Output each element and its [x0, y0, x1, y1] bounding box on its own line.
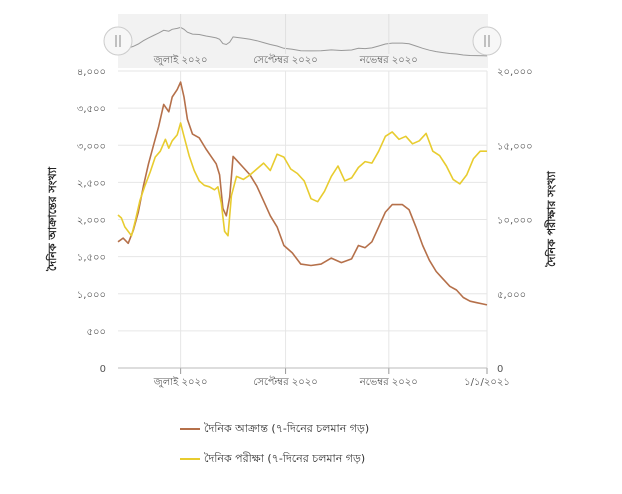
range-navigator[interactable]: জুলাই ২০২০ সেপ্টেম্বর ২০২০ নভেম্বর ২০২০	[103, 14, 502, 68]
right-axis: 0 ৫,০০০ ১০,০০০ ১৫,০০০ ২০,০০০	[497, 67, 533, 375]
legend-swatch-cases	[180, 428, 200, 430]
x-tick-label: সেপ্টেম্বর ২০২০	[253, 376, 317, 388]
navigator-label: নভেম্বর ২০২০	[359, 55, 418, 66]
left-tick-label: ৩,৫০০	[77, 104, 106, 115]
left-tick-label: ৩,০০০	[77, 141, 106, 152]
navigator-background	[118, 14, 488, 68]
left-tick-label: ১,০০০	[77, 290, 106, 301]
x-axis: জুলাই ২০২০ সেপ্টেম্বর ২০২০ নভেম্বর ২০২০ ১/১…	[118, 367, 510, 388]
right-tick-label: 0	[497, 364, 503, 375]
legend-item-cases[interactable]: দৈনিক আক্রান্ত (৭-দিনের চলমান গড়)	[180, 420, 369, 438]
left-tick-label: 0	[100, 364, 106, 375]
series-line-tests[interactable]	[117, 122, 487, 237]
right-tick-label: ১৫,০০০	[497, 141, 533, 152]
navigator-labels: জুলাই ২০২০ সেপ্টেম্বর ২০২০ নভেম্বর ২০২০	[153, 14, 418, 66]
x-tick-label: নভেম্বর ২০২০	[359, 377, 418, 388]
right-tick-label: ১০,০০০	[497, 216, 533, 227]
x-tick-label: ১/১/২০২১	[464, 377, 510, 388]
right-tick-label: ৫,০০০	[497, 290, 526, 301]
right-tick-label: ২০,০০০	[497, 67, 533, 78]
right-axis-title: দৈনিক পরীক্ষার সংখ্যা	[544, 170, 558, 268]
navigator-label: সেপ্টেম্বর ২০২০	[253, 54, 317, 66]
chart-gridlines	[118, 70, 488, 369]
series-layer	[117, 81, 488, 306]
legend-item-tests[interactable]: দৈনিক পরীক্ষা (৭-দিনের চলমান গড়)	[180, 450, 369, 468]
left-axis-title: দৈনিক আক্রান্তের সংখ্যা	[45, 166, 59, 272]
x-tick-label: জুলাই ২০২০	[153, 376, 208, 388]
navigator-left-handle[interactable]	[103, 26, 133, 56]
navigator-label: জুলাই ২০২০	[153, 54, 208, 66]
legend-label-tests: দৈনিক পরীক্ষা (৭-দিনের চলমান গড়)	[204, 451, 366, 465]
left-tick-label: ৪,০০০	[77, 67, 106, 78]
series-line-cases[interactable]	[117, 81, 488, 306]
left-tick-label: ২,৫০০	[77, 178, 106, 189]
legend-swatch-tests	[180, 458, 200, 460]
left-tick-label: ২,০০০	[77, 216, 106, 227]
navigator-series-line	[117, 26, 488, 57]
legend: দৈনিক আক্রান্ত (৭-দিনের চলমান গড়) দৈনিক…	[180, 420, 369, 480]
legend-label-cases: দৈনিক আক্রান্ত (৭-দিনের চলমান গড়)	[204, 421, 370, 435]
left-tick-label: ৫০০	[87, 327, 107, 338]
navigator-right-handle[interactable]	[472, 26, 502, 56]
left-tick-label: ১,৫০০	[77, 253, 106, 264]
left-axis: 0 ৫০০ ১,০০০ ১,৫০০ ২,০০০ ২,৫০০ ৩,০০০ ৩,৫০০ ৪,০০০	[77, 67, 106, 375]
